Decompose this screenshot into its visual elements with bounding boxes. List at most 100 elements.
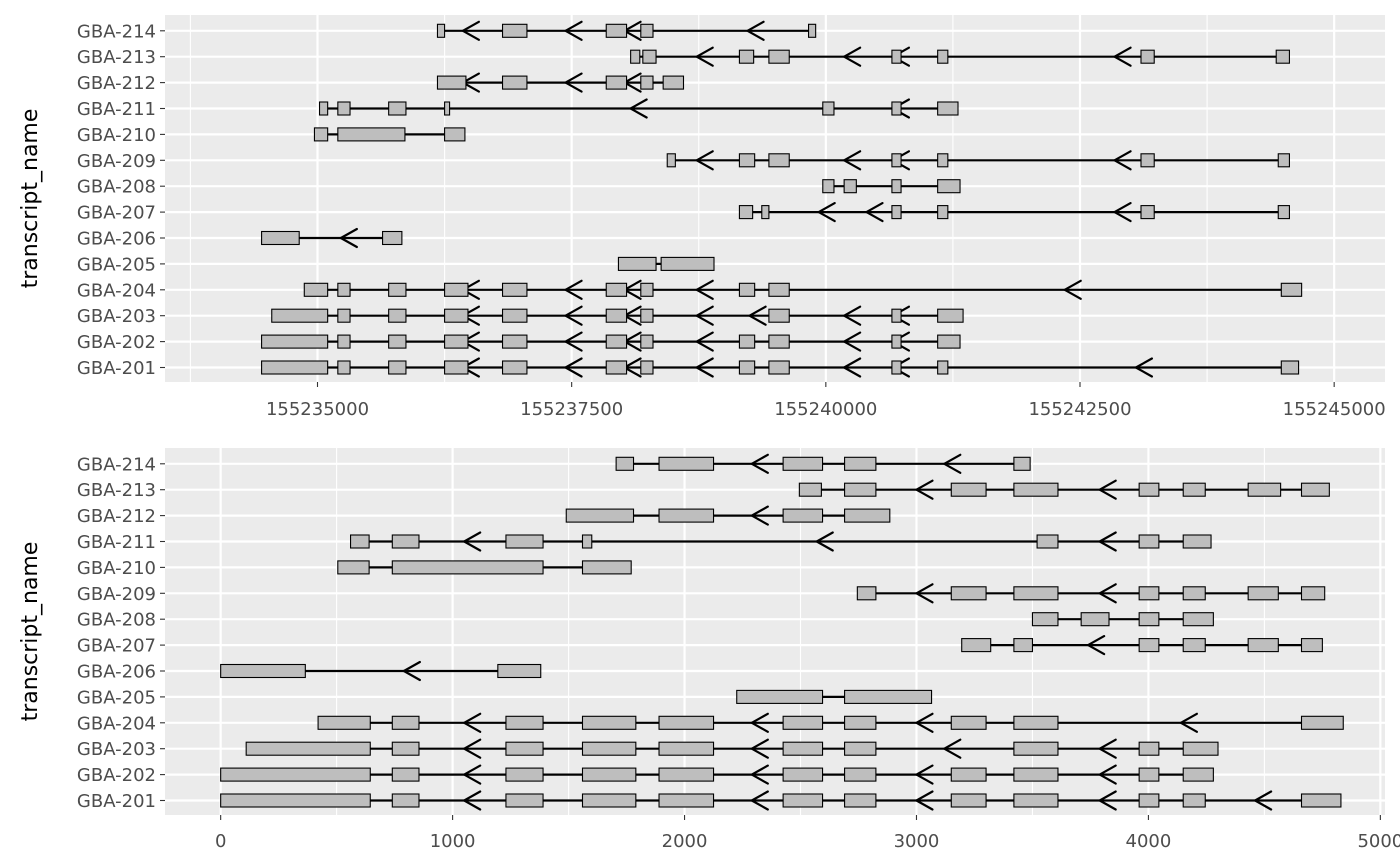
exon bbox=[245, 741, 371, 756]
strand-arrow bbox=[943, 738, 962, 759]
exon bbox=[337, 101, 351, 116]
exon bbox=[337, 560, 370, 575]
exon bbox=[444, 282, 469, 297]
transcript-gba-202 bbox=[220, 764, 1214, 785]
exon bbox=[220, 793, 371, 808]
y-tick-label: GBA-211 bbox=[77, 99, 156, 120]
strand-arrow bbox=[1134, 357, 1154, 378]
exon bbox=[768, 49, 790, 64]
exon bbox=[768, 360, 790, 375]
y-tick-label: GBA-206 bbox=[77, 662, 156, 683]
exon bbox=[937, 101, 959, 116]
exon bbox=[605, 282, 628, 297]
transcript-gba-205 bbox=[736, 689, 933, 704]
strand-arrow bbox=[339, 227, 358, 249]
exon bbox=[1080, 612, 1110, 627]
strand-arrow bbox=[748, 305, 767, 326]
exon bbox=[891, 153, 902, 168]
exon bbox=[1182, 767, 1214, 782]
exon bbox=[844, 793, 877, 808]
exon bbox=[822, 179, 835, 194]
y-tick-label: GBA-203 bbox=[77, 739, 156, 760]
y-tick-label: GBA-202 bbox=[77, 765, 156, 786]
panel-relative-coordinates: 0 1000 2000 3000 4000 5000 GBA-201 GBA-202 GBA-2… bbox=[18, 448, 1400, 852]
exon bbox=[640, 334, 654, 349]
exon bbox=[1138, 741, 1160, 756]
y-tick-label: GBA-209 bbox=[77, 584, 156, 605]
exon bbox=[1277, 205, 1290, 220]
exon bbox=[937, 334, 961, 349]
strand-arrow bbox=[1098, 531, 1117, 552]
y-tick-label: GBA-203 bbox=[77, 306, 156, 327]
x-tick-label: 155245000 bbox=[1283, 399, 1386, 420]
transcript-gba-208 bbox=[822, 179, 961, 194]
exon bbox=[844, 482, 877, 497]
strand-arrow bbox=[815, 531, 834, 552]
x-tick-label: 155242500 bbox=[1028, 399, 1131, 420]
transcript-gba-201 bbox=[220, 790, 1342, 811]
exon bbox=[768, 282, 790, 297]
exon bbox=[782, 508, 824, 523]
transcript-marks bbox=[220, 453, 1344, 811]
strand-arrow bbox=[915, 479, 934, 500]
x-tick-label: 4000 bbox=[1126, 831, 1172, 852]
exon bbox=[391, 793, 420, 808]
exon bbox=[337, 334, 351, 349]
exon bbox=[1140, 153, 1155, 168]
exon bbox=[1300, 793, 1342, 808]
exon bbox=[891, 101, 902, 116]
exon bbox=[337, 127, 406, 142]
transcript-gba-211 bbox=[318, 98, 959, 119]
strand-arrow bbox=[695, 305, 714, 326]
exon bbox=[640, 360, 654, 375]
strand-arrow bbox=[915, 712, 934, 733]
exon bbox=[660, 256, 715, 271]
strand-arrow bbox=[402, 660, 421, 682]
strand-arrow bbox=[1113, 46, 1132, 67]
x-tick-label: 3000 bbox=[894, 831, 940, 852]
transcript-gba-208 bbox=[1031, 612, 1214, 627]
exon bbox=[658, 767, 715, 782]
transcript-gba-207 bbox=[961, 634, 1323, 656]
strand-arrow bbox=[1063, 279, 1082, 300]
transcript-gba-206 bbox=[220, 660, 542, 682]
exon bbox=[782, 456, 824, 471]
transcript-gba-207 bbox=[738, 202, 1290, 223]
exon bbox=[961, 638, 992, 653]
strand-arrow bbox=[746, 20, 765, 41]
exon bbox=[844, 508, 891, 523]
exon bbox=[581, 741, 637, 756]
strand-arrow bbox=[564, 20, 583, 41]
exon bbox=[303, 282, 329, 297]
strand-arrow bbox=[943, 453, 962, 474]
exon bbox=[505, 715, 544, 730]
exon bbox=[1300, 715, 1344, 730]
exon bbox=[891, 334, 902, 349]
y-tick-label: GBA-208 bbox=[77, 177, 156, 198]
exon bbox=[1013, 793, 1059, 808]
exon bbox=[640, 308, 654, 323]
exon bbox=[1247, 638, 1279, 653]
strand-arrow bbox=[1254, 790, 1273, 811]
exon bbox=[1182, 741, 1219, 756]
exon bbox=[937, 179, 961, 194]
y-tick-label: GBA-214 bbox=[77, 454, 156, 475]
exon bbox=[313, 127, 329, 142]
exon bbox=[768, 308, 790, 323]
exon bbox=[581, 534, 593, 549]
exon bbox=[581, 793, 637, 808]
exon bbox=[822, 101, 835, 116]
exon bbox=[444, 334, 469, 349]
exon bbox=[1013, 586, 1059, 601]
exon bbox=[1280, 360, 1300, 375]
exon bbox=[891, 308, 902, 323]
exon bbox=[501, 308, 528, 323]
exon bbox=[1280, 282, 1303, 297]
strand-arrow bbox=[463, 531, 482, 552]
exon bbox=[666, 153, 676, 168]
x-tick-label: 2000 bbox=[662, 831, 708, 852]
exon bbox=[1013, 638, 1034, 653]
strand-arrow bbox=[461, 20, 480, 41]
exon bbox=[782, 767, 824, 782]
